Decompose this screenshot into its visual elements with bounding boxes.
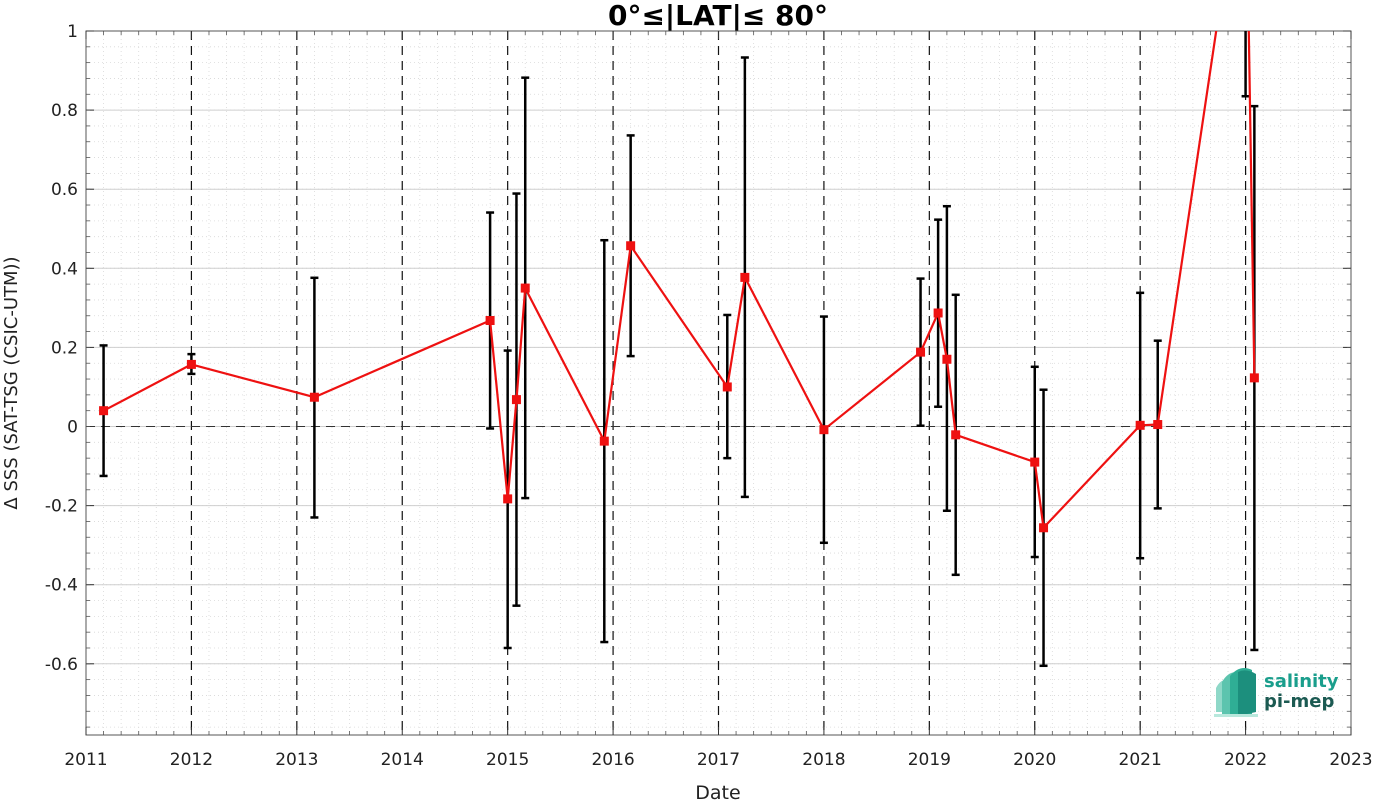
x-tick-label: 2018	[802, 750, 845, 770]
axes	[85, 30, 1352, 736]
tick-labels: 1 0.8 0.6 0.4 0.2 0 -0.2 -0.4 -0.6 2011 2012 2013 20…	[45, 22, 1373, 770]
data-point-marker	[933, 308, 943, 318]
data-point-marker	[1135, 420, 1145, 430]
data-point-marker	[99, 406, 109, 416]
data-point-marker	[819, 425, 829, 435]
chart-title: 0°≤|LAT|≤ 80°	[608, 0, 828, 32]
data-point-marker	[626, 241, 636, 251]
y-tick-label: 0	[67, 418, 78, 438]
data-point-marker	[186, 359, 196, 369]
x-tick-label: 2020	[1013, 750, 1056, 770]
x-axis-label: Date	[695, 782, 740, 801]
plot-area: 1 0.8 0.6 0.4 0.2 0 -0.2 -0.4 -0.6 2011 2012 2013 20…	[45, 22, 1373, 770]
data-point-marker	[1153, 420, 1163, 430]
series-line	[103, 31, 1256, 529]
data-point-marker	[309, 392, 319, 402]
x-tick-label: 2012	[170, 750, 213, 770]
salinity-pimep-logo: salinity pi-mep	[1214, 668, 1339, 717]
data-point-marker	[740, 272, 750, 282]
x-tick-label: 2016	[591, 750, 634, 770]
data-point-marker	[942, 354, 952, 364]
x-tick-label: 2011	[64, 750, 107, 770]
y-tick-label: 0.8	[51, 101, 78, 121]
x-tick-label: 2015	[486, 750, 529, 770]
y-tick-label: -0.2	[45, 497, 78, 517]
data-point-marker	[599, 436, 609, 446]
y-tick-label: 0.6	[51, 180, 78, 200]
data-point-marker	[951, 430, 961, 440]
wave-logo-icon	[1214, 668, 1258, 717]
y-tick-label: 1	[67, 22, 78, 42]
x-tick-label: 2014	[381, 750, 424, 770]
x-tick-label: 2023	[1329, 750, 1372, 770]
data-point-marker	[520, 283, 530, 293]
data-point-marker	[511, 395, 521, 405]
y-tick-label: -0.4	[45, 576, 78, 596]
x-tick-label: 2013	[275, 750, 318, 770]
data-point-marker	[503, 494, 513, 504]
data-point-marker	[485, 316, 495, 326]
x-tick-label: 2019	[908, 750, 951, 770]
data-point-marker	[1249, 373, 1259, 383]
y-axis-label: Δ SSS (SAT-TSG (CSIC-UTM))	[1, 256, 22, 509]
data-point-marker	[1039, 523, 1049, 533]
series	[99, 31, 1259, 533]
logo-text-salinity: salinity	[1264, 671, 1339, 692]
data-point-marker	[916, 347, 926, 357]
y-tick-label: 0.2	[51, 338, 78, 358]
x-tick-label: 2021	[1119, 750, 1162, 770]
x-tick-label: 2017	[697, 750, 740, 770]
data-point-marker	[1030, 457, 1040, 467]
data-point-marker	[722, 382, 732, 392]
logo-text-pimep: pi-mep	[1264, 691, 1334, 712]
x-tick-label: 2022	[1224, 750, 1267, 770]
y-tick-label: -0.6	[45, 655, 78, 675]
y-tick-label: 0.4	[51, 259, 78, 279]
